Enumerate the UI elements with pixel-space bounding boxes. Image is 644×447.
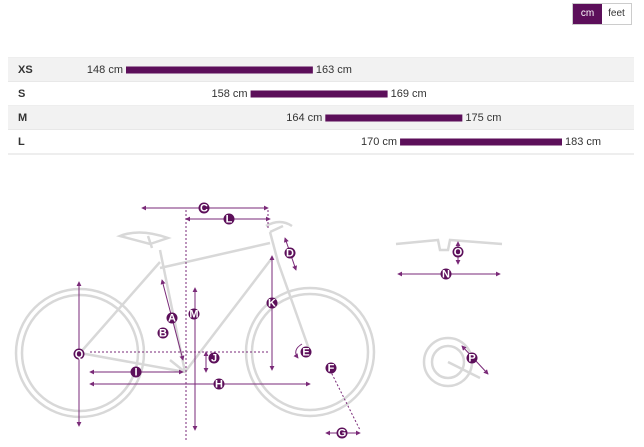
marker-letter: A xyxy=(168,312,176,324)
marker-badge xyxy=(266,297,278,309)
marker-letter: B xyxy=(159,327,167,339)
min-label: 148 cm xyxy=(87,64,123,76)
size-label: S xyxy=(18,88,25,100)
marker-letter: G xyxy=(338,427,347,439)
marker-letter: D xyxy=(286,247,294,259)
marker-badge xyxy=(452,246,464,258)
unit-option[interactable]: feet xyxy=(608,8,625,19)
marker-badge xyxy=(198,202,210,214)
size-label: XS xyxy=(18,64,33,76)
marker-badge xyxy=(440,268,452,280)
size-label: M xyxy=(18,112,27,124)
marker-letter: J xyxy=(211,352,217,364)
marker-badge xyxy=(166,312,178,324)
range-bar xyxy=(126,66,313,74)
unit-toggle: cm feet xyxy=(572,3,632,25)
marker-letter: E xyxy=(302,346,309,358)
marker-badge xyxy=(73,348,85,360)
size-label: L xyxy=(18,136,25,148)
marker-badge xyxy=(284,247,296,259)
max-label: 183 cm xyxy=(565,136,601,148)
marker-letter: N xyxy=(442,268,450,280)
marker-letter: M xyxy=(189,308,198,320)
marker-badge xyxy=(300,346,312,358)
marker-letter: F xyxy=(328,362,335,374)
marker-badge xyxy=(130,366,142,378)
max-label: 163 cm xyxy=(316,64,352,76)
min-label: 164 cm xyxy=(286,112,322,124)
marker-letter: L xyxy=(226,213,233,225)
marker-badge xyxy=(213,378,225,390)
range-bar xyxy=(400,138,562,146)
max-label: 169 cm xyxy=(391,88,427,100)
marker-letter: Q xyxy=(75,348,84,360)
row-bg xyxy=(8,58,634,82)
unit-option[interactable]: cm xyxy=(573,4,602,24)
marker-badge xyxy=(466,352,478,364)
marker-badge xyxy=(336,427,348,439)
marker-letter: I xyxy=(134,366,137,378)
marker-letter: H xyxy=(215,378,223,390)
marker-badge xyxy=(223,213,235,225)
marker-badge xyxy=(157,327,169,339)
range-bar xyxy=(325,114,463,122)
marker-letter: P xyxy=(468,352,475,364)
marker-badge xyxy=(208,352,220,364)
bike-drawing xyxy=(14,220,503,419)
marker-letter: C xyxy=(200,202,208,214)
marker-letter: O xyxy=(454,246,463,258)
row-bg xyxy=(8,106,634,130)
max-label: 175 cm xyxy=(465,112,501,124)
min-label: 170 cm xyxy=(361,136,397,148)
range-bar xyxy=(250,90,388,98)
min-label: 158 cm xyxy=(211,88,247,100)
marker-badge xyxy=(188,308,200,320)
marker-letter: K xyxy=(268,297,276,309)
marker-badge xyxy=(325,362,337,374)
